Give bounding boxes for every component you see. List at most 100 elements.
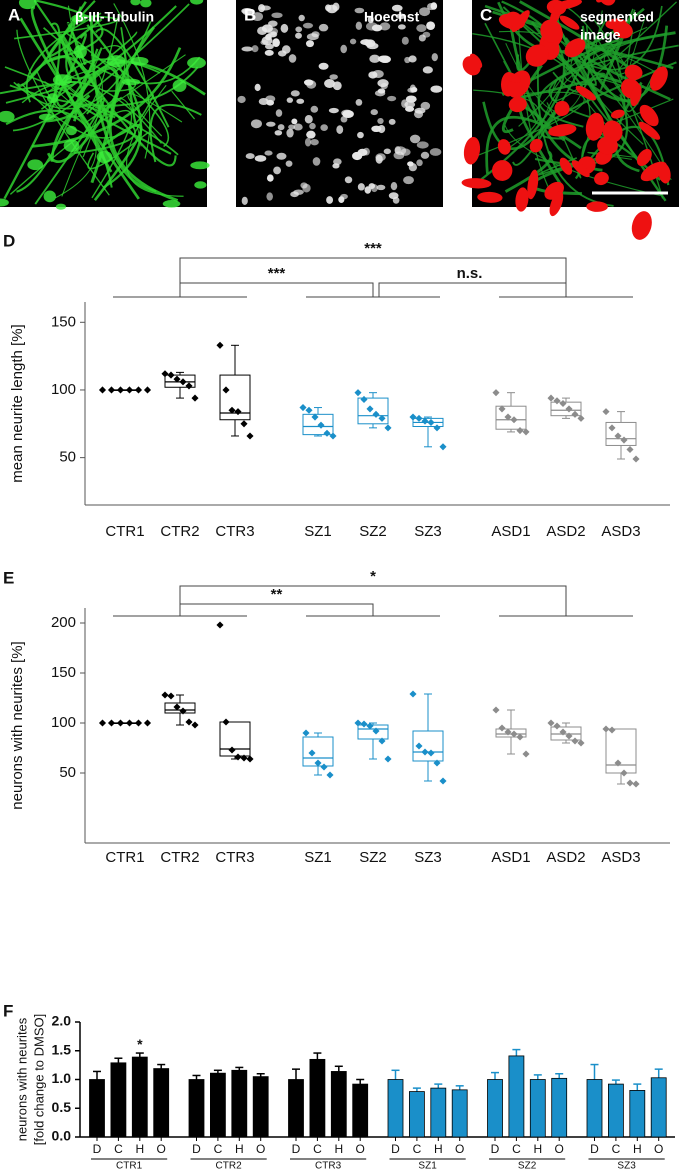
x-tick-label: H	[533, 1142, 542, 1156]
segment	[559, 15, 580, 30]
neurite	[28, 55, 111, 127]
box	[164, 374, 196, 388]
nucleus	[336, 125, 344, 134]
nucleus	[420, 151, 430, 159]
nucleus	[318, 62, 329, 70]
nucleus	[416, 159, 423, 167]
bar	[153, 1068, 170, 1138]
data-point	[326, 771, 334, 779]
soma	[0, 110, 15, 123]
bar	[586, 1079, 603, 1138]
data-point	[632, 780, 640, 788]
neurite	[502, 6, 597, 86]
panel-label: D	[3, 231, 15, 250]
x-tick-label: H	[235, 1142, 244, 1156]
data-point	[559, 399, 567, 408]
data-point	[439, 443, 447, 451]
data-point	[311, 413, 319, 421]
nucleus	[295, 26, 303, 33]
nucleus	[251, 45, 259, 53]
nucleus	[332, 2, 340, 11]
nucleus	[286, 128, 294, 138]
nucleus	[340, 116, 348, 123]
nucleus	[324, 79, 335, 88]
nucleus	[426, 2, 436, 11]
nucleus	[422, 66, 433, 74]
data-point	[547, 719, 555, 727]
x-tick-label: D	[491, 1142, 500, 1156]
nucleus	[258, 97, 269, 105]
neurite	[89, 17, 157, 193]
nucleus	[349, 38, 357, 45]
data-point	[415, 742, 423, 750]
box	[302, 413, 334, 436]
data-point	[354, 389, 362, 397]
nucleus	[258, 4, 266, 13]
x-tick-label: CTR1	[105, 849, 144, 866]
nucleus	[264, 49, 274, 56]
soma	[71, 14, 87, 23]
nucleus	[295, 32, 302, 39]
bar	[231, 1069, 248, 1138]
micrograph-texture	[0, 0, 210, 210]
data-point	[614, 432, 622, 440]
nucleus	[344, 176, 353, 184]
data-point	[510, 730, 518, 738]
nucleus	[305, 40, 314, 48]
nucleus	[368, 71, 378, 79]
x-tick-label: C	[413, 1142, 422, 1156]
data-point	[246, 432, 254, 440]
significance-label: ***	[364, 240, 382, 257]
nucleus	[375, 154, 383, 164]
data-point	[360, 395, 368, 403]
nucleus	[429, 148, 442, 156]
bar	[508, 1055, 525, 1138]
neurite	[473, 91, 585, 158]
nucleus	[357, 183, 365, 191]
box	[219, 721, 251, 757]
data-point	[179, 707, 187, 715]
x-tick-label: C	[313, 1142, 322, 1156]
nucleus	[401, 36, 409, 45]
group-label: SZ1	[418, 1161, 437, 1171]
nucleus	[377, 55, 390, 63]
x-tick-label: C	[512, 1142, 521, 1156]
x-tick-label: H	[334, 1142, 343, 1156]
nucleus	[276, 152, 287, 160]
neurite	[482, 101, 557, 150]
data-point	[167, 692, 175, 700]
data-point	[329, 432, 337, 440]
bar	[430, 1087, 447, 1138]
nucleus	[409, 134, 421, 144]
nucleus	[241, 196, 248, 205]
nucleus	[333, 158, 342, 166]
nucleus	[318, 23, 329, 32]
segment	[508, 96, 527, 113]
data-point	[626, 779, 634, 787]
nucleus	[296, 98, 305, 104]
nucleus	[377, 117, 384, 125]
soma	[194, 181, 207, 189]
group-label: CTR2	[216, 1161, 243, 1171]
nucleus	[309, 122, 316, 130]
segment	[559, 157, 573, 175]
data-point	[378, 737, 386, 745]
data-point	[228, 746, 236, 754]
nucleus	[254, 83, 261, 92]
data-point	[173, 703, 181, 711]
data-point	[565, 405, 573, 413]
bar	[650, 1077, 667, 1138]
data-point	[240, 420, 248, 428]
data-point	[516, 427, 524, 435]
panel-label: B	[244, 5, 256, 24]
nucleus	[420, 101, 431, 110]
data-point	[384, 755, 392, 763]
box	[605, 421, 637, 446]
data-point	[571, 737, 579, 745]
neurite	[171, 90, 195, 120]
x-tick-label: D	[292, 1142, 301, 1156]
soma	[27, 159, 44, 171]
soma	[190, 161, 210, 170]
nucleus	[277, 124, 285, 131]
